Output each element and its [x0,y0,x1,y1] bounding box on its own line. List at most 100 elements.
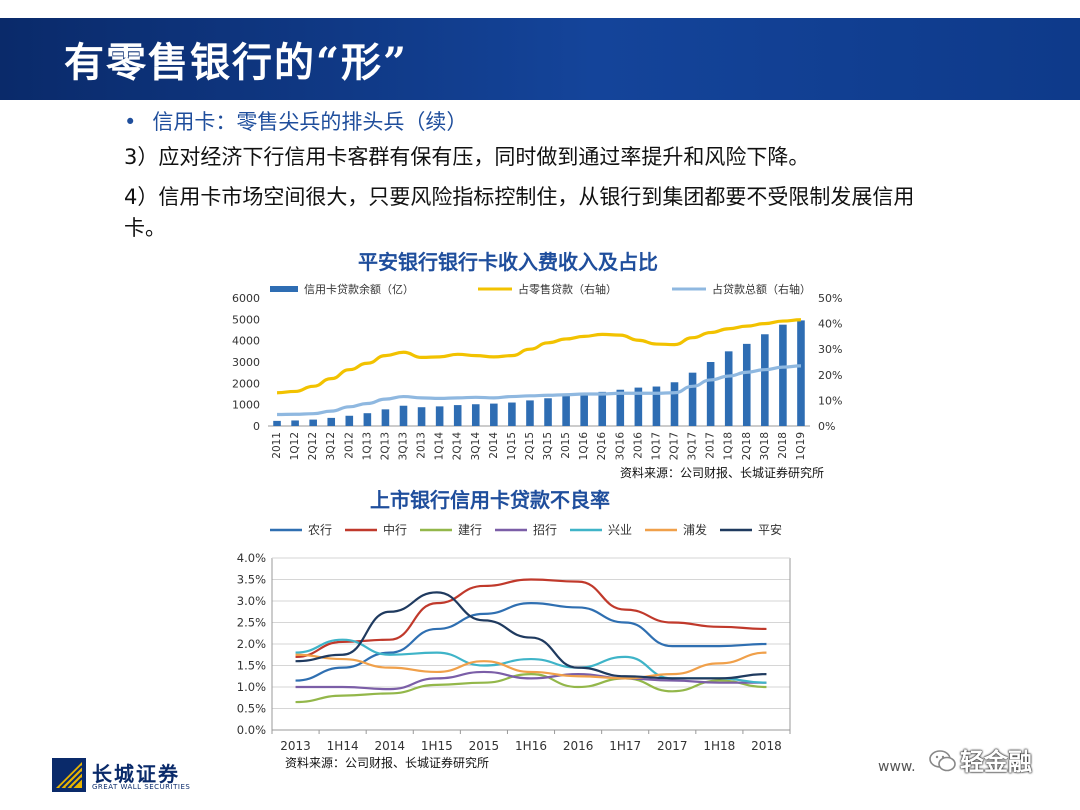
y-tick-label: 3.0% [237,594,266,608]
y-tick-label: 0.0% [237,723,266,737]
x-tick-label: 1H17 [609,739,641,753]
bullet-text: 信用卡：零售尖兵的排头兵（续） [152,110,468,134]
bullet-dot-icon: • [124,110,137,134]
x-tick-label: 2018 [777,432,789,459]
bar-2014 [490,403,498,426]
left-tick-label: 0 [253,420,260,433]
bar-2Q16 [598,391,607,426]
watermark-url: www. [878,759,916,775]
x-tick-label: 3Q16 [614,432,626,461]
chart1-source: 资料来源：公司财报、长城证券研究所 [620,466,825,480]
chart2-source: 资料来源：公司财报、长城证券研究所 [285,756,490,770]
bar-3Q13 [399,405,408,426]
bar-1Q13 [363,413,372,426]
legend-label: 中行 [383,522,407,537]
bar-2013 [417,407,426,426]
bar-3Q12 [327,417,336,426]
bar-3Q15 [544,398,552,426]
legend-label: 招行 [533,523,557,537]
x-tick-label: 2Q14 [452,432,464,461]
chart2-title: 上市银行信用卡贷款不良率 [370,488,610,512]
x-tick-label: 2014 [374,739,405,753]
bullet-heading: • 信用卡：零售尖兵的排头兵（续） [124,106,467,136]
bar-2Q13 [381,409,390,426]
y-tick-label: 2.5% [237,616,266,630]
x-tick-label: 2016 [632,432,644,459]
right-tick-label: 0% [818,420,835,433]
x-tick-label: 3Q14 [470,432,482,461]
x-tick-label: 1H14 [327,739,359,753]
bar-2016 [634,387,643,426]
bar-2Q12 [309,419,317,426]
chart1-bar-line-chart: 信用卡贷款余额（亿） 占零售贷款（右轴） 占贷款总额（右轴） 6000 5000 4000… [232,282,842,461]
series-line-农行 [295,602,767,682]
x-tick-label: 2014 [488,432,500,459]
bar-2Q14 [453,405,462,426]
bar-2012 [345,415,354,426]
series-line-平安 [295,591,767,680]
bar-1Q17 [652,386,661,426]
y-tick-label: 2.0% [237,637,266,651]
x-tick-label: 1Q18 [723,432,735,460]
series-line-中行 [295,578,767,658]
wechat-icon [929,750,956,772]
x-tick-label: 1H15 [421,739,453,753]
left-tick-label: 6000 [232,292,260,305]
y-tick-label: 3.5% [237,573,266,587]
right-tick-label: 40% [818,318,842,331]
bar-1Q12 [291,420,299,426]
x-tick-label: 1H16 [515,739,547,753]
series-line-招行 [295,670,767,691]
x-tick-label: 2Q12 [307,432,319,460]
series-line-浦发 [295,651,767,680]
total-share-line [277,364,801,417]
x-tick-label: 2Q18 [741,432,753,460]
series-line-建行 [295,672,767,704]
left-tick-label: 4000 [232,335,260,348]
slide-title: 有零售银行的“形” [64,39,409,86]
left-tick-label: 5000 [232,313,260,326]
bar-1Q18 [724,351,733,426]
legend-label: 平安 [758,522,782,537]
bar-3Q18 [761,334,769,426]
x-tick-label: 1Q13 [361,432,373,460]
bar-1Q15 [508,402,516,426]
x-tick-label: 2017 [705,432,717,459]
right-tick-label: 10% [818,394,842,407]
x-tick-label: 1Q16 [578,432,590,461]
x-tick-label: 2012 [343,432,355,459]
legend-label: 建行 [458,523,482,537]
x-tick-label: 2Q16 [596,432,608,461]
x-tick-label: 2013 [280,739,311,753]
logo-chinese-name: 长城证券 [92,762,180,786]
x-tick-label: 2017 [657,739,688,753]
x-tick-label: 1Q15 [506,432,518,460]
x-tick-label: 3Q17 [687,432,699,460]
bar-2Q15 [526,400,534,426]
bar-2015 [562,395,570,426]
chart2-line-chart: 农行 中行 建行 招行 兴业 浦发 平安 4.0% 3.5% 3.0% 2.5% 2.0% 1.5% 1.… [237,522,791,753]
bar-2011 [273,420,281,426]
x-tick-label: 2Q17 [669,432,681,460]
x-tick-label: 2013 [416,432,428,459]
x-tick-label: 3Q13 [398,432,410,460]
watermark-brand: 轻金融 [960,748,1032,776]
right-tick-label: 30% [818,343,842,356]
x-tick-label: 1H18 [703,739,735,753]
left-tick-label: 1000 [232,399,260,412]
x-tick-label: 1Q17 [650,432,662,460]
logo-english-name: GREAT WALL SECURITIES [92,783,191,791]
bar-2018 [779,324,787,426]
x-tick-label: 2018 [751,739,782,753]
x-tick-label: 2015 [560,432,572,459]
x-tick-label: 2015 [469,739,500,753]
y-tick-label: 1.0% [237,680,266,694]
y-tick-label: 1.5% [237,659,266,673]
bar-3Q16 [616,389,625,426]
x-tick-label: 2011 [271,432,283,459]
retail-share-line [277,318,801,395]
x-tick-label: 1Q12 [289,432,301,460]
legend-label: 兴业 [608,523,632,537]
legend-swatch-0 [270,286,298,292]
left-tick-label: 2000 [232,377,260,390]
